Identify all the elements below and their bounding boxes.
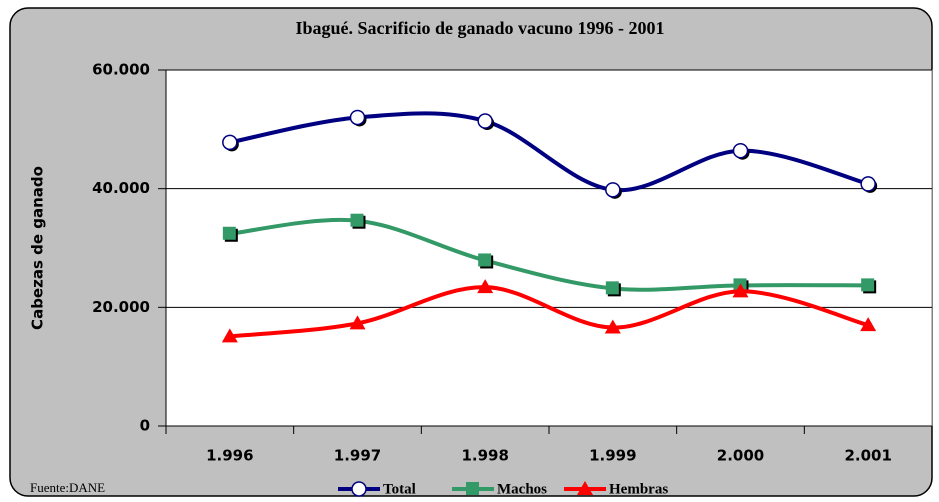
legend-label: Total: [383, 481, 416, 497]
marker: [350, 213, 364, 227]
y-axis-label: Cabezas de ganado: [29, 166, 47, 330]
marker: [605, 182, 621, 198]
legend-label: Hembras: [609, 481, 668, 497]
x-tick-label: 2.001: [844, 447, 891, 465]
marker: [478, 253, 492, 267]
series-line: [229, 111, 869, 193]
y-tick-label: 40.000: [92, 179, 150, 197]
x-tick-label: 1.996: [206, 447, 253, 465]
marker: [605, 281, 619, 295]
marker: [349, 109, 366, 126]
source-note: Fuente:DANE: [30, 480, 105, 495]
plot-area: [165, 69, 933, 427]
y-tick-label: 60.000: [92, 61, 150, 79]
marker: [477, 113, 493, 129]
marker: [861, 278, 875, 292]
x-tick-label: 1.997: [334, 447, 381, 465]
marker: [732, 283, 749, 298]
legend-label: Machos: [497, 481, 547, 497]
marker: [222, 226, 236, 240]
marker: [577, 481, 593, 495]
marker: [349, 315, 366, 330]
marker: [732, 142, 749, 159]
marker: [222, 134, 238, 151]
marker: [466, 482, 479, 495]
y-tick-label: 0: [140, 417, 150, 435]
x-tick-label: 2.000: [717, 447, 764, 465]
marker: [477, 279, 494, 294]
series-line: [229, 217, 869, 292]
series-line: [229, 285, 869, 339]
x-tick-label: 1.999: [589, 447, 636, 465]
x-tick-label: 1.998: [461, 447, 508, 465]
marker: [860, 176, 876, 192]
y-tick-label: 20.000: [92, 298, 150, 316]
marker: [351, 481, 367, 497]
chart-title: Ibagué. Sacrificio de ganado vacuno 1996…: [295, 18, 664, 38]
marker: [860, 317, 877, 332]
marker: [221, 328, 238, 343]
marker: [604, 319, 621, 334]
